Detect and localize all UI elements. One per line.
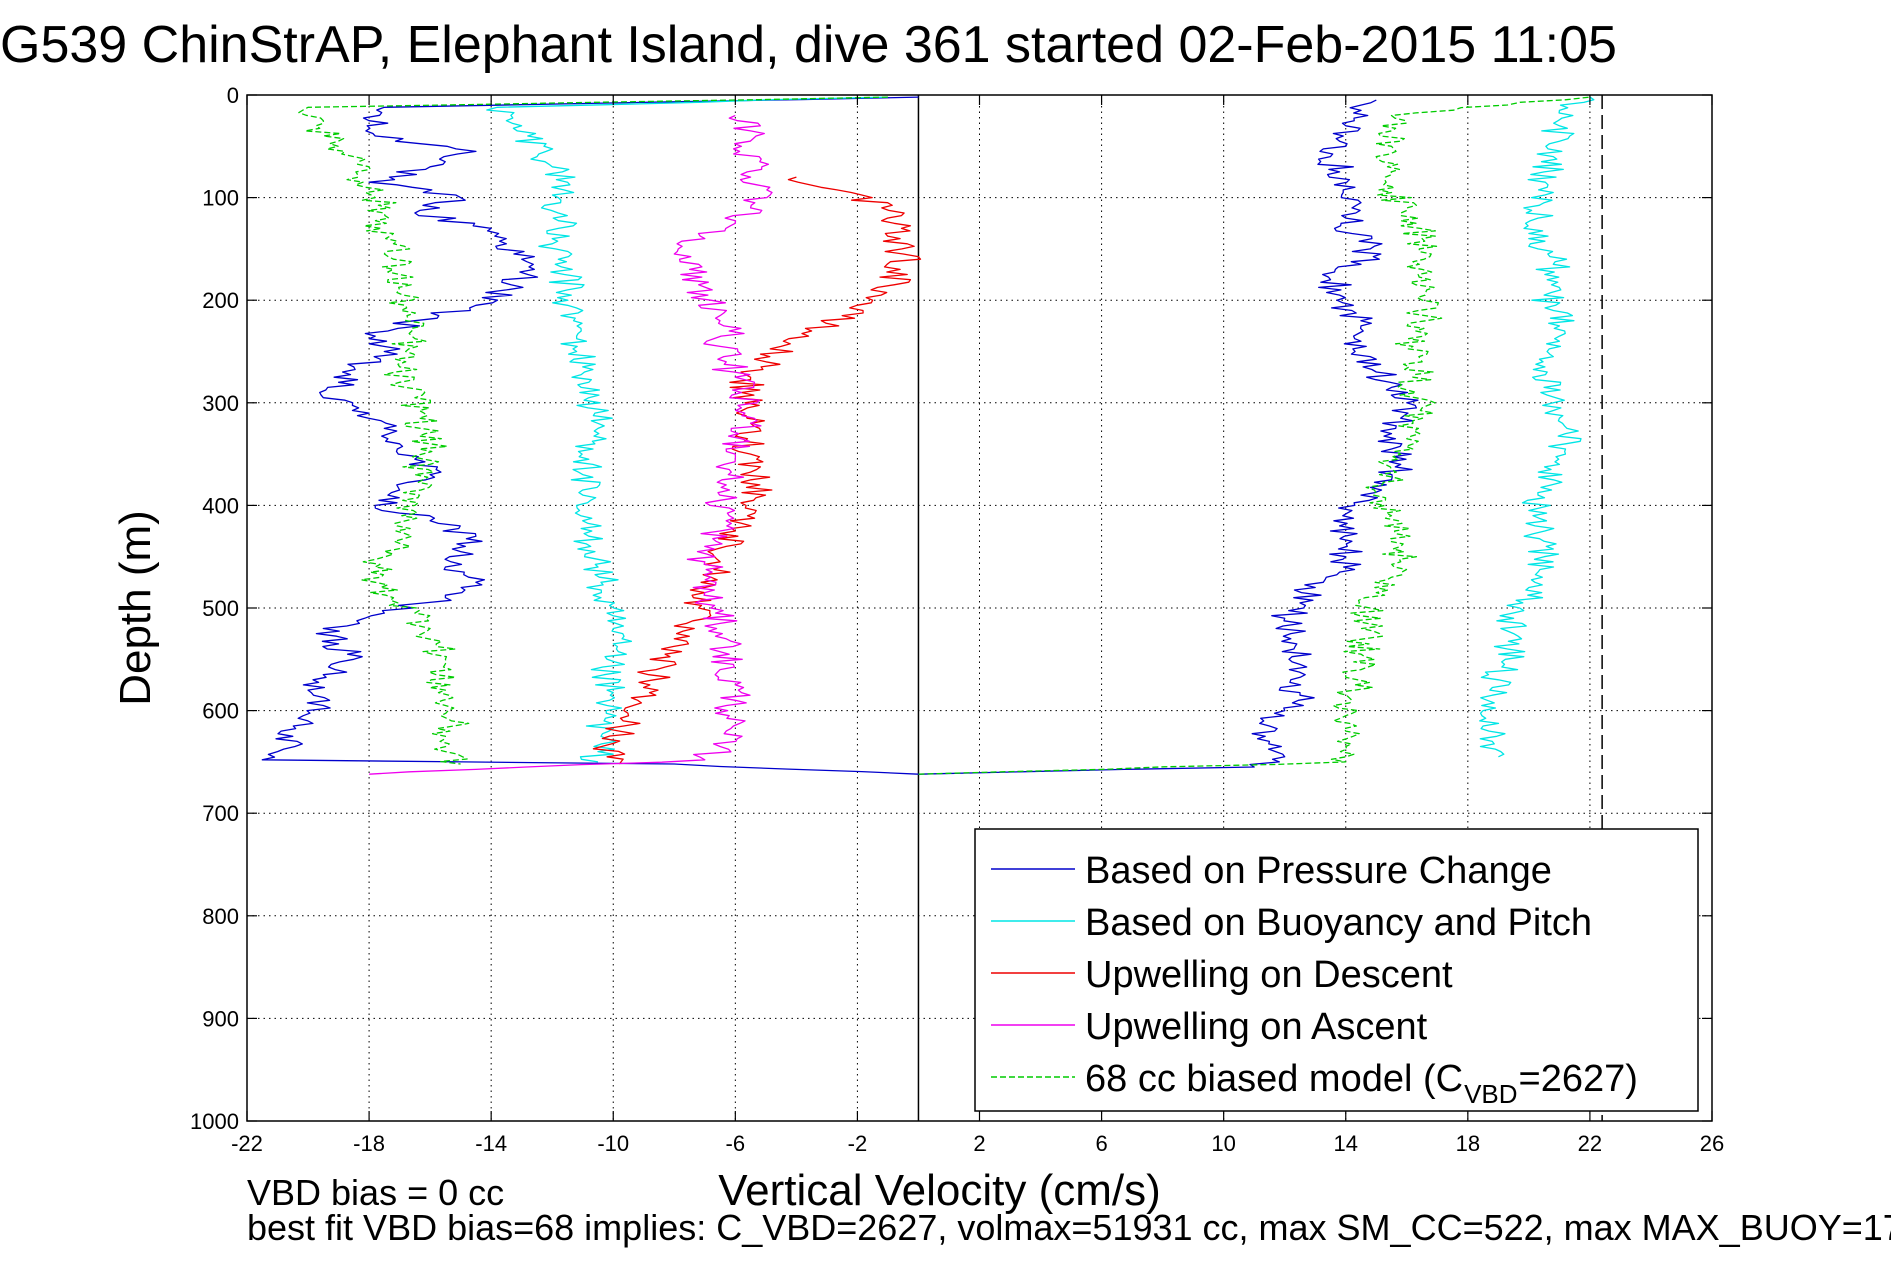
y-tick-label: 0 — [227, 83, 239, 108]
x-tick-label: -22 — [231, 1131, 263, 1156]
x-tick-label: 10 — [1211, 1131, 1235, 1156]
legend-item-suffix: =2627) — [1519, 1058, 1638, 1100]
y-tick-label: 300 — [202, 391, 239, 416]
y-tick-label: 1000 — [190, 1109, 239, 1134]
series-line-upwelling-on-ascent — [369, 114, 773, 775]
legend-box — [974, 828, 1699, 1112]
x-tick-label: 6 — [1095, 1131, 1107, 1156]
legend-item-label: Upwelling on Descent — [1085, 954, 1453, 996]
y-tick-label: 500 — [202, 596, 239, 621]
series-layer — [261, 96, 1595, 775]
y-tick-label: 400 — [202, 493, 239, 518]
legend-item-label: Based on Pressure Change — [1085, 850, 1552, 892]
series-line-based-on-pressure-change-ascent — [918, 99, 1419, 775]
series-line-upwelling-on-descent — [592, 176, 922, 765]
x-tick-label: 2 — [973, 1131, 985, 1156]
y-tick-label: 800 — [202, 904, 239, 929]
reference-lines — [917, 95, 1603, 1121]
series-line-based-on-pressure-change-descent — [261, 96, 919, 775]
series-line-based-on-buoyancy-and-pitch-descent — [486, 96, 888, 763]
x-tick-label: 26 — [1700, 1131, 1724, 1156]
y-tick-label: 900 — [202, 1006, 239, 1031]
y-tick-label: 600 — [202, 699, 239, 724]
series-line-68-cc-biased-model-c-vbd-2627-descent — [298, 96, 888, 765]
legend-item-label: Upwelling on Ascent — [1085, 1006, 1428, 1048]
x-tick-label: 14 — [1334, 1131, 1358, 1156]
y-tick-label: 200 — [202, 288, 239, 313]
series-line-68-cc-biased-model-c-vbd-2627-ascent — [918, 96, 1590, 775]
x-tick-label: 18 — [1456, 1131, 1480, 1156]
y-axis-label: Depth (m) — [111, 510, 160, 706]
legend-item-label: 68 cc biased model (C — [1085, 1058, 1463, 1100]
footnote-bias: VBD bias = 0 cc — [247, 1172, 504, 1213]
y-tick-label: 100 — [202, 186, 239, 211]
series-line-based-on-buoyancy-and-pitch-ascent — [1479, 96, 1595, 758]
x-tick-label: -2 — [848, 1131, 868, 1156]
chart-title: G539 ChinStrAP, Elephant Island, dive 36… — [0, 16, 1617, 74]
axis-ticks: -22 -18 -14 -10 -6 -2 2 6 10 14 18 22 26010020030040… — [190, 83, 1724, 1156]
y-tick-label: 700 — [202, 801, 239, 826]
footnote-best-fit: best fit VBD bias=68 implies: C_VBD=2627… — [247, 1207, 1891, 1248]
legend-item-subscript: VBD — [1464, 1079, 1517, 1109]
legend: Based on Pressure Change Based on Buoyanc… — [974, 828, 1699, 1112]
x-tick-label: -6 — [726, 1131, 746, 1156]
x-axis-label: Vertical Velocity (cm/s) — [718, 1166, 1161, 1215]
legend-item-label: Based on Buoyancy and Pitch — [1085, 902, 1592, 944]
x-tick-label: -10 — [597, 1131, 629, 1156]
x-tick-label: -18 — [353, 1131, 385, 1156]
x-tick-label: -14 — [475, 1131, 507, 1156]
x-tick-label: 22 — [1578, 1131, 1602, 1156]
